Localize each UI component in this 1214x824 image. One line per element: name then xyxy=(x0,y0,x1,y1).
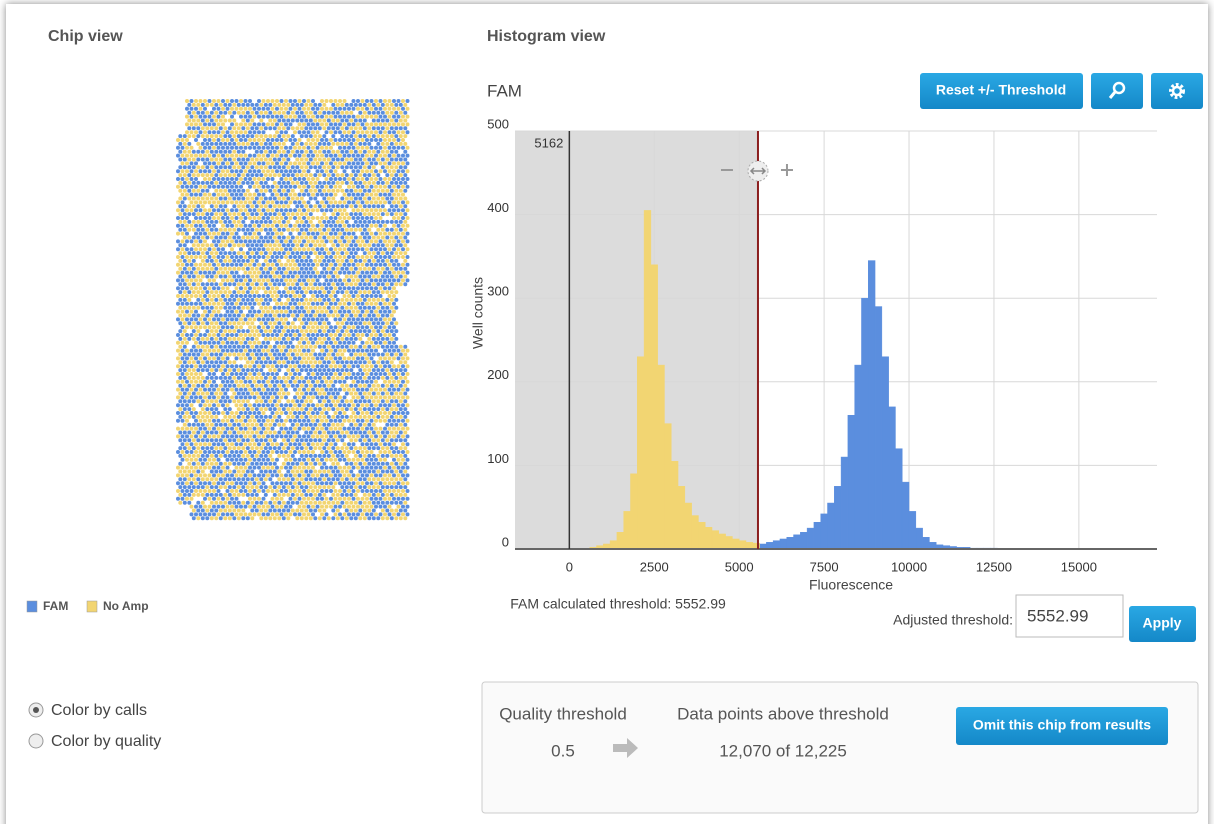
bar xyxy=(807,528,814,549)
bar xyxy=(698,522,705,549)
bar xyxy=(821,514,828,549)
legend-swatch xyxy=(87,601,97,612)
y-tick-label: 200 xyxy=(487,367,509,382)
bar xyxy=(794,535,801,549)
x-axis-title: Fluorescence xyxy=(809,577,893,593)
marker-label: 5162 xyxy=(534,135,563,150)
x-tick-label: 2500 xyxy=(640,559,669,574)
bar xyxy=(685,503,692,549)
bar xyxy=(855,365,862,549)
bar xyxy=(732,539,739,549)
bar xyxy=(766,542,773,549)
adjusted-label: Adjusted threshold: xyxy=(893,612,1013,628)
bar xyxy=(895,449,902,549)
bar xyxy=(726,536,733,549)
bar xyxy=(624,511,631,549)
omit-button[interactable]: Omit this chip from results xyxy=(956,707,1168,745)
bar xyxy=(828,503,835,549)
apply-button[interactable]: Apply xyxy=(1129,606,1196,642)
bar xyxy=(712,531,719,549)
radio xyxy=(29,734,43,748)
bar xyxy=(746,542,753,549)
bar xyxy=(882,357,889,549)
chip-title: Chip view xyxy=(48,28,123,45)
bar xyxy=(841,457,848,549)
bar xyxy=(773,541,780,549)
bar xyxy=(705,527,712,549)
bar xyxy=(902,482,909,549)
bar xyxy=(671,461,678,549)
bar xyxy=(916,528,923,549)
x-tick-label: 15000 xyxy=(1061,559,1097,574)
bar xyxy=(617,532,624,549)
bar xyxy=(929,542,936,549)
bar xyxy=(644,210,651,549)
channel-title: FAM xyxy=(487,81,522,100)
bar xyxy=(848,415,855,549)
option-label: Color by calls xyxy=(51,702,147,719)
bar xyxy=(780,539,787,549)
bar xyxy=(923,537,930,549)
x-tick-label: 5000 xyxy=(725,559,754,574)
y-axis-title: Well counts xyxy=(470,277,486,349)
bar xyxy=(658,365,665,549)
bar xyxy=(630,474,637,549)
calculated-threshold: FAM calculated threshold: 5552.99 xyxy=(510,596,726,612)
zoom-button[interactable] xyxy=(1091,73,1143,109)
bar xyxy=(889,407,896,549)
bar xyxy=(814,522,821,549)
bar xyxy=(868,261,875,549)
reset-button[interactable]: Reset +/- Threshold xyxy=(920,73,1083,109)
y-tick-label: 400 xyxy=(487,200,509,215)
y-tick-label: 0 xyxy=(502,534,509,549)
bar xyxy=(834,486,841,549)
bar xyxy=(861,298,868,549)
y-tick-label: 500 xyxy=(487,116,509,131)
quality-value: 0.5 xyxy=(551,741,575,760)
bar xyxy=(610,541,617,549)
bar xyxy=(787,537,794,549)
bar xyxy=(651,265,658,549)
x-tick-label: 7500 xyxy=(810,559,839,574)
settings-button[interactable] xyxy=(1151,73,1203,109)
bar xyxy=(664,424,671,549)
button-label: Apply xyxy=(1143,615,1182,631)
points-label: Data points above threshold xyxy=(677,704,889,723)
quality-label: Quality threshold xyxy=(499,704,627,723)
bar xyxy=(739,541,746,549)
histogram-title: Histogram view xyxy=(487,28,606,45)
button-label: Omit this chip from results xyxy=(973,717,1151,733)
bar xyxy=(875,307,882,549)
threshold-input[interactable]: 5552.99 xyxy=(1016,595,1123,637)
y-tick-label: 100 xyxy=(487,451,509,466)
legend-swatch xyxy=(27,601,37,612)
bar xyxy=(692,516,699,549)
x-tick-label: 12500 xyxy=(976,559,1012,574)
bar xyxy=(800,532,807,549)
bar xyxy=(909,511,916,549)
y-tick-label: 300 xyxy=(487,284,509,299)
points-value: 12,070 of 12,225 xyxy=(719,741,847,760)
legend-label: FAM xyxy=(43,599,68,613)
bar xyxy=(637,357,644,549)
bar xyxy=(719,534,726,549)
bar xyxy=(678,486,685,549)
button-bg xyxy=(1151,73,1203,109)
x-tick-label: 0 xyxy=(566,559,573,574)
option-label: Color by quality xyxy=(51,733,161,750)
radio-dot xyxy=(33,707,39,713)
button-bg xyxy=(1091,73,1143,109)
input-value: 5552.99 xyxy=(1027,606,1088,625)
x-tick-label: 10000 xyxy=(891,559,927,574)
page: Chip view Histogram view FAM Reset +/- T… xyxy=(0,0,1214,824)
button-label: Reset +/- Threshold xyxy=(936,82,1066,98)
legend-label: No Amp xyxy=(103,599,149,613)
